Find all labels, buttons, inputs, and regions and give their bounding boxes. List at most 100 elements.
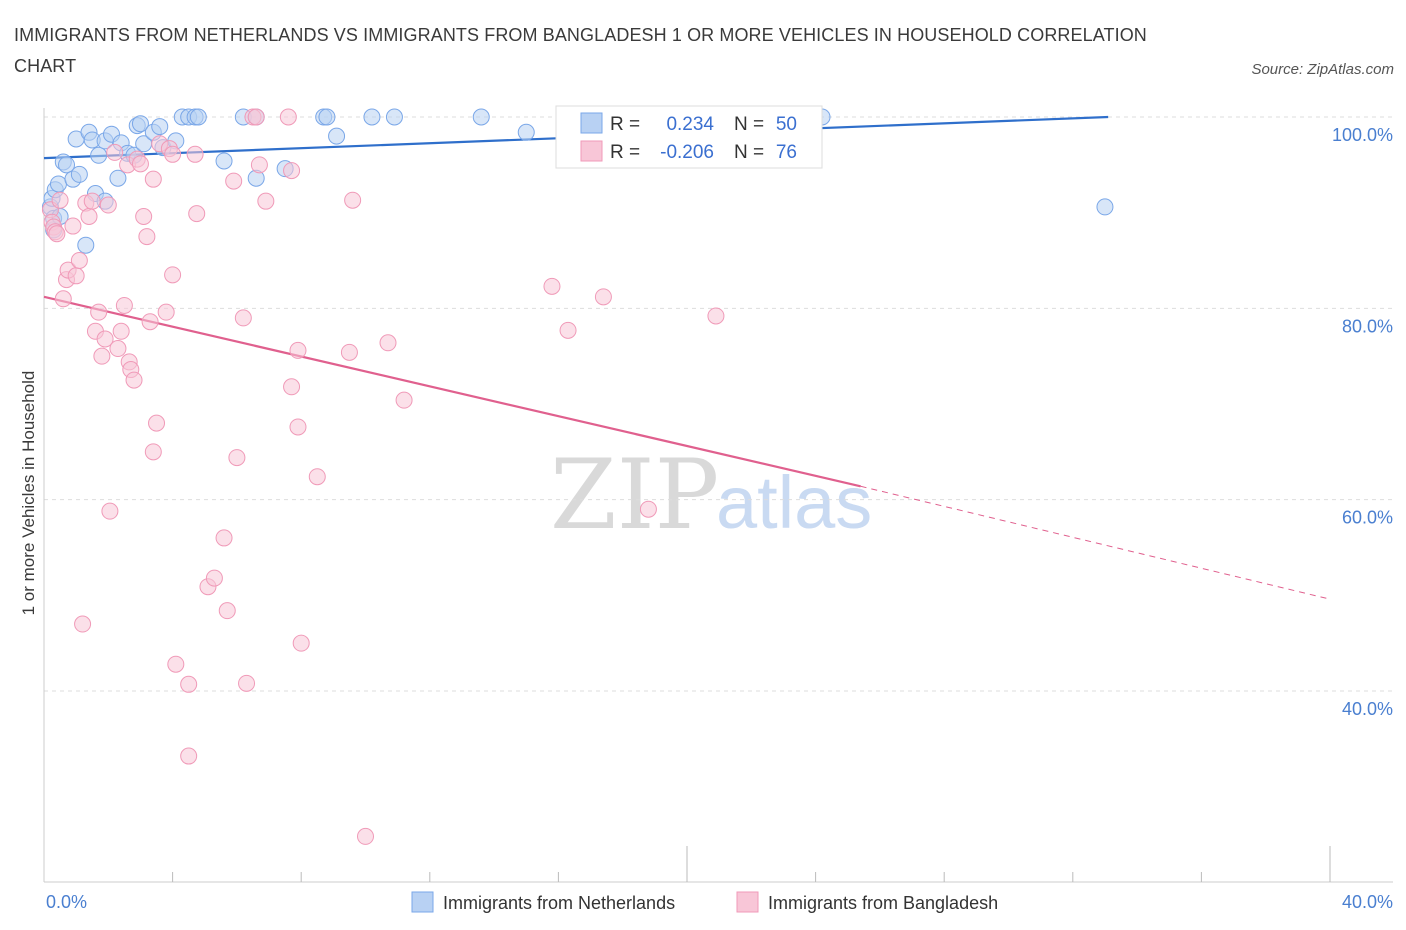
stats-r-value: -0.206 bbox=[660, 142, 714, 163]
point-bangladesh bbox=[639, 500, 657, 518]
point-bangladesh bbox=[186, 145, 204, 163]
point-bangladesh bbox=[138, 228, 156, 246]
stats-box: R = 0.234 N = 50 R = -0.206 N = 76 bbox=[555, 105, 823, 169]
point-bangladesh bbox=[379, 334, 397, 352]
point-bangladesh bbox=[707, 307, 725, 325]
point-bangladesh bbox=[340, 343, 358, 361]
stats-n-value: 76 bbox=[776, 142, 797, 163]
point-bangladesh bbox=[559, 321, 577, 339]
point-bangladesh bbox=[188, 205, 206, 223]
point-netherlands bbox=[517, 123, 535, 141]
point-bangladesh bbox=[289, 418, 307, 436]
point-bangladesh bbox=[225, 172, 243, 190]
point-netherlands bbox=[328, 127, 346, 145]
point-netherlands bbox=[49, 175, 67, 193]
point-bangladesh bbox=[101, 502, 119, 520]
point-bangladesh bbox=[283, 378, 301, 396]
point-bangladesh bbox=[164, 145, 182, 163]
point-bangladesh bbox=[115, 296, 133, 314]
data-points bbox=[41, 108, 1114, 845]
watermark-zip: ZIP bbox=[550, 439, 719, 551]
legend-swatch-bangladesh bbox=[736, 891, 759, 913]
point-bangladesh bbox=[357, 827, 374, 845]
point-netherlands bbox=[318, 108, 336, 126]
point-bangladesh bbox=[99, 196, 117, 214]
point-bangladesh bbox=[395, 391, 413, 409]
stats-swatch-bangladesh bbox=[580, 140, 603, 162]
point-bangladesh bbox=[90, 303, 108, 321]
point-bangladesh bbox=[218, 602, 236, 620]
point-bangladesh bbox=[141, 313, 159, 331]
point-bangladesh bbox=[215, 529, 233, 547]
point-bangladesh bbox=[234, 309, 252, 327]
point-bangladesh bbox=[167, 655, 185, 673]
legend-label-bangladesh: Immigrants from Bangladesh bbox=[768, 893, 998, 913]
point-netherlands bbox=[215, 152, 233, 170]
point-bangladesh bbox=[279, 108, 297, 126]
stats-n-label: N = bbox=[734, 142, 764, 163]
stats-n-label: N = bbox=[734, 114, 764, 135]
chart-title: IMMIGRANTS FROM NETHERLANDS VS IMMIGRANT… bbox=[14, 25, 1147, 76]
point-bangladesh bbox=[74, 615, 92, 633]
x-tick-label: 0.0% bbox=[46, 892, 87, 912]
point-bangladesh bbox=[125, 371, 143, 389]
point-bangladesh bbox=[228, 449, 246, 467]
point-netherlands bbox=[189, 108, 207, 126]
stats-swatch-netherlands bbox=[580, 112, 603, 134]
point-bangladesh bbox=[109, 340, 127, 358]
y-tick-label: 100.0% bbox=[1332, 125, 1393, 145]
point-bangladesh bbox=[292, 634, 310, 652]
point-netherlands bbox=[77, 236, 95, 254]
point-bangladesh bbox=[67, 267, 85, 285]
point-bangladesh bbox=[180, 747, 198, 765]
stats-r-value: 0.234 bbox=[666, 114, 714, 135]
point-bangladesh bbox=[70, 252, 88, 269]
point-bangladesh bbox=[96, 330, 114, 348]
stats-r-label: R = bbox=[610, 114, 640, 135]
trend-line-bangladesh bbox=[43, 295, 861, 488]
point-bangladesh bbox=[238, 674, 256, 692]
point-bangladesh bbox=[289, 341, 307, 359]
point-bangladesh bbox=[157, 303, 175, 321]
point-bangladesh bbox=[247, 108, 265, 126]
point-netherlands bbox=[109, 169, 127, 187]
point-bangladesh bbox=[308, 468, 326, 486]
point-bangladesh bbox=[80, 207, 98, 225]
watermark-atlas: atlas bbox=[716, 461, 872, 544]
legend: Immigrants from Netherlands Immigrants f… bbox=[411, 891, 998, 913]
point-bangladesh bbox=[144, 170, 162, 188]
point-bangladesh bbox=[135, 207, 153, 225]
point-netherlands bbox=[151, 118, 169, 136]
point-bangladesh bbox=[257, 192, 275, 210]
point-bangladesh bbox=[131, 155, 149, 173]
point-bangladesh bbox=[205, 569, 223, 587]
trend-line-bangladesh-extension bbox=[860, 485, 1331, 600]
point-bangladesh bbox=[64, 217, 82, 235]
stats-r-label: R = bbox=[610, 142, 640, 163]
stats-n-value: 50 bbox=[776, 114, 797, 135]
x-tick-label: 40.0% bbox=[1342, 892, 1393, 912]
chart-source: Source: ZipAtlas.com bbox=[1251, 61, 1394, 78]
point-bangladesh bbox=[180, 675, 198, 693]
y-tick-label: 40.0% bbox=[1342, 699, 1393, 719]
point-bangladesh bbox=[344, 191, 362, 209]
point-netherlands bbox=[70, 165, 88, 183]
point-bangladesh bbox=[48, 225, 66, 243]
point-netherlands bbox=[131, 115, 149, 133]
point-bangladesh bbox=[594, 288, 612, 306]
point-netherlands bbox=[1096, 198, 1114, 216]
point-bangladesh bbox=[51, 191, 69, 209]
legend-swatch-netherlands bbox=[411, 891, 434, 913]
point-bangladesh bbox=[93, 347, 111, 365]
point-bangladesh bbox=[250, 156, 268, 174]
axes: 0.0% 40.0% bbox=[43, 108, 1393, 912]
point-bangladesh bbox=[148, 414, 166, 432]
point-bangladesh bbox=[543, 277, 561, 295]
y-tick-label: 80.0% bbox=[1342, 316, 1393, 336]
point-bangladesh bbox=[106, 143, 124, 161]
y-axis-label: 1 or more Vehicles in Household bbox=[19, 371, 38, 616]
point-netherlands bbox=[385, 108, 403, 126]
legend-label-netherlands: Immigrants from Netherlands bbox=[443, 893, 675, 913]
point-netherlands bbox=[90, 146, 108, 164]
